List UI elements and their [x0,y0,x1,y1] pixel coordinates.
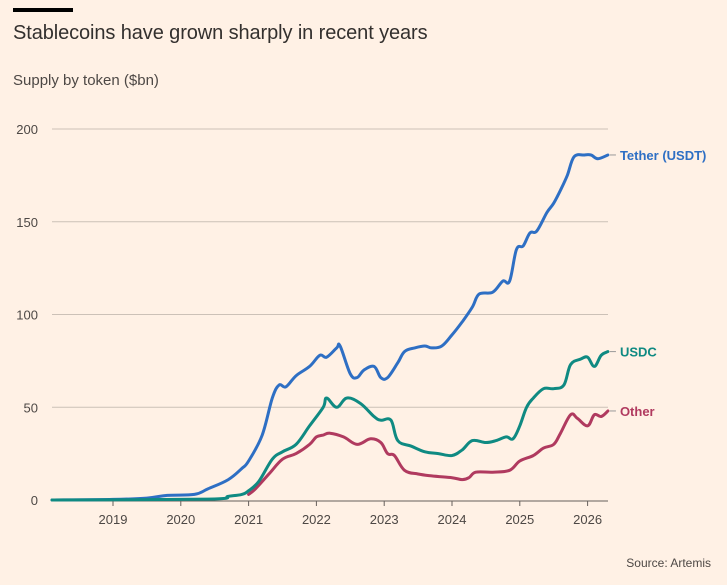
x-tick-label: 2025 [505,512,534,527]
series-labels: Tether (USDT) USDC Other [609,148,706,419]
y-tick-label: 150 [16,215,38,230]
series-line-tether-usdt [50,153,610,502]
x-axis: 2019 2020 2021 2022 2023 2024 2025 2026 [52,500,608,527]
y-axis-ticks: 0 50 100 150 200 [16,122,38,508]
x-tick-label: 2026 [573,512,602,527]
source-note: Source: Artemis [626,556,711,570]
grid-lines [52,128,608,408]
y-tick-label: 100 [16,308,38,323]
x-tick-label: 2023 [370,512,399,527]
series-label-other: Other [620,404,655,419]
x-tick-label: 2024 [438,512,467,527]
y-tick-label: 0 [31,493,38,508]
x-tick-label: 2019 [99,512,128,527]
series-line-usdc [50,350,610,502]
series-label-tether-usdt: Tether (USDT) [620,148,706,163]
y-tick-label: 50 [24,400,38,415]
x-tick-label: 2021 [234,512,263,527]
chart-subtitle: Supply by token ($bn) [13,72,159,89]
x-tick-label: 2020 [166,512,195,527]
chart-title: Stablecoins have grown sharply in recent… [13,22,428,44]
y-tick-label: 200 [16,122,38,137]
x-tick-label: 2022 [302,512,331,527]
title-accent-bar [13,8,73,12]
series-lines [50,153,610,502]
series-line-other [247,409,610,496]
series-label-usdc: USDC [620,345,657,360]
